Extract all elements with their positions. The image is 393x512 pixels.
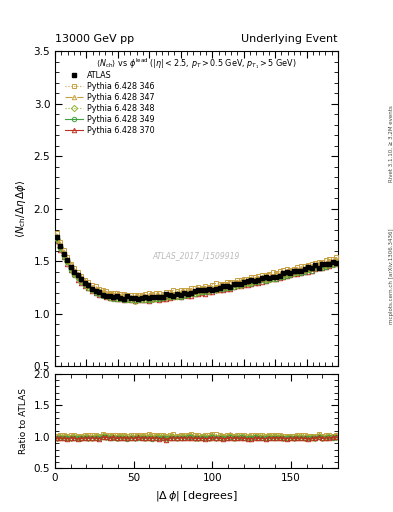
Pythia 6.428 370 <box>182 292 186 298</box>
Pythia 6.428 349 <box>306 267 310 273</box>
Line: Pythia 6.428 348: Pythia 6.428 348 <box>54 237 339 303</box>
Pythia 6.428 348 <box>334 260 339 266</box>
Pythia 6.428 347 <box>224 281 229 287</box>
Pythia 6.428 348 <box>228 284 233 290</box>
Line: Pythia 6.428 349: Pythia 6.428 349 <box>54 238 339 303</box>
Pythia 6.428 370 <box>334 261 339 267</box>
Line: Pythia 6.428 370: Pythia 6.428 370 <box>54 239 339 303</box>
Pythia 6.428 370 <box>306 269 310 275</box>
Pythia 6.428 346 <box>239 277 243 283</box>
Pythia 6.428 349 <box>125 297 130 304</box>
Pythia 6.428 346 <box>125 292 130 298</box>
ATLAS <box>334 260 339 266</box>
Pythia 6.428 370 <box>54 238 59 244</box>
Text: $\langle N_\mathrm{ch}\rangle$ vs $\phi^\mathrm{lead}$ ($|\eta| < 2.5$, $p_T > 0: $\langle N_\mathrm{ch}\rangle$ vs $\phi^… <box>96 56 297 71</box>
ATLAS <box>54 234 59 240</box>
Line: Pythia 6.428 346: Pythia 6.428 346 <box>54 231 339 297</box>
Line: ATLAS: ATLAS <box>55 235 338 301</box>
Y-axis label: $\langle N_\mathrm{ch}/\Delta\eta\,\Delta\phi \rangle$: $\langle N_\mathrm{ch}/\Delta\eta\,\Delt… <box>14 179 28 238</box>
Pythia 6.428 347 <box>249 276 254 282</box>
Pythia 6.428 370 <box>224 286 229 292</box>
Pythia 6.428 347 <box>306 263 310 269</box>
Pythia 6.428 348 <box>132 297 137 304</box>
ATLAS <box>249 277 254 283</box>
Pythia 6.428 370 <box>132 297 137 304</box>
Pythia 6.428 347 <box>132 294 137 300</box>
ATLAS <box>136 296 140 302</box>
Pythia 6.428 346 <box>249 273 254 280</box>
ATLAS <box>306 264 310 270</box>
Text: 13000 GeV pp: 13000 GeV pp <box>55 33 134 44</box>
ATLAS <box>224 283 229 289</box>
Pythia 6.428 346 <box>306 262 310 268</box>
Pythia 6.428 347 <box>239 278 243 284</box>
Pythia 6.428 349 <box>228 285 233 291</box>
Pythia 6.428 348 <box>54 236 59 242</box>
Pythia 6.428 349 <box>249 281 254 287</box>
Pythia 6.428 346 <box>54 230 59 237</box>
Pythia 6.428 347 <box>182 289 186 295</box>
Pythia 6.428 347 <box>228 279 233 285</box>
Text: Underlying Event: Underlying Event <box>241 33 338 44</box>
X-axis label: $|\Delta\,\phi|$ [degrees]: $|\Delta\,\phi|$ [degrees] <box>155 489 238 503</box>
Pythia 6.428 370 <box>239 284 243 290</box>
ATLAS <box>228 284 233 290</box>
Legend: ATLAS, Pythia 6.428 346, Pythia 6.428 347, Pythia 6.428 348, Pythia 6.428 349, P: ATLAS, Pythia 6.428 346, Pythia 6.428 34… <box>62 68 158 138</box>
Pythia 6.428 346 <box>228 279 233 285</box>
ATLAS <box>239 281 243 287</box>
Y-axis label: Ratio to ATLAS: Ratio to ATLAS <box>19 388 28 454</box>
Pythia 6.428 348 <box>239 282 243 288</box>
Pythia 6.428 346 <box>182 287 186 293</box>
Text: Rivet 3.1.10, ≥ 3.2M events: Rivet 3.1.10, ≥ 3.2M events <box>389 105 393 182</box>
Pythia 6.428 346 <box>224 280 229 286</box>
Pythia 6.428 349 <box>239 282 243 288</box>
Pythia 6.428 348 <box>306 266 310 272</box>
Pythia 6.428 349 <box>182 292 186 298</box>
Pythia 6.428 349 <box>224 285 229 291</box>
Line: Pythia 6.428 347: Pythia 6.428 347 <box>54 233 339 299</box>
Pythia 6.428 349 <box>334 260 339 266</box>
Pythia 6.428 348 <box>182 291 186 297</box>
Pythia 6.428 348 <box>249 280 254 286</box>
Pythia 6.428 370 <box>249 281 254 287</box>
Pythia 6.428 347 <box>334 256 339 262</box>
Pythia 6.428 348 <box>224 284 229 290</box>
Pythia 6.428 346 <box>334 254 339 261</box>
ATLAS <box>182 290 186 296</box>
Pythia 6.428 370 <box>228 286 233 292</box>
Pythia 6.428 349 <box>54 237 59 243</box>
Text: ATLAS_2017_I1509919: ATLAS_2017_I1509919 <box>153 251 240 261</box>
Pythia 6.428 347 <box>54 233 59 239</box>
Text: mcplots.cern.ch [arXiv:1306.3436]: mcplots.cern.ch [arXiv:1306.3436] <box>389 229 393 324</box>
